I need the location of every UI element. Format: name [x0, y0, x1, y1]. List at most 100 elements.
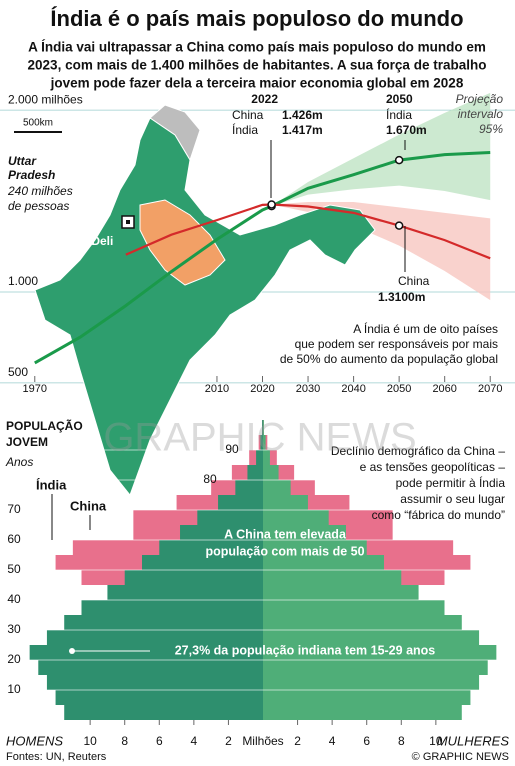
map: 500km Uttar Pradesh 240 milhões de pesso… [7, 104, 376, 497]
pyramid-title: JOVEM [6, 435, 48, 449]
bar-women [263, 675, 480, 690]
annotation: A Índia é um de oito países [353, 321, 498, 336]
x-tick-label: 1970 [23, 383, 47, 395]
bar-men [235, 480, 263, 495]
annotation: 27,3% da população indiana tem 15-29 ano… [175, 643, 436, 657]
bar-women [263, 510, 329, 525]
x-tick-label: 2020 [250, 383, 274, 395]
bar-women [263, 435, 266, 450]
subtitle: 2023, com mais de 1.400 milhões de habit… [28, 58, 487, 73]
bar-men [38, 660, 264, 675]
bar-women [263, 525, 346, 540]
bar-women [263, 450, 270, 465]
annotation: 2050 [386, 92, 413, 106]
annotation: de 50% do aumento da população global [280, 352, 498, 366]
india-map [34, 117, 376, 497]
bar-men [55, 690, 264, 705]
bar-men [159, 540, 263, 555]
annotation: e as tensões geopolíticas – [360, 460, 506, 474]
pyramid-title: POPULAÇÃO [6, 418, 83, 433]
bar-women [263, 585, 419, 600]
x-tick-label: 6 [156, 734, 163, 748]
annotation: como “fábrica do mundo” [372, 508, 505, 522]
projection-band [271, 92, 491, 207]
scale-label: 500km [23, 118, 53, 129]
annotation: 95% [479, 122, 503, 136]
x-tick-label: 4 [329, 734, 336, 748]
x-tick-label: 6 [363, 734, 370, 748]
annotation: China [398, 274, 430, 288]
right-label: MULHERES [437, 733, 510, 748]
x-tick-label: 8 [121, 734, 128, 748]
bar-men [256, 450, 263, 465]
y-tick-label: 50 [7, 562, 21, 576]
bar-men [81, 600, 263, 615]
bar-women [263, 555, 384, 570]
x-tick-label: 10 [83, 734, 97, 748]
y-tick-label: 70 [7, 502, 21, 516]
bar-men [46, 675, 263, 690]
x-tick-label: 2060 [432, 383, 456, 395]
bar-men [247, 465, 263, 480]
annotation: que podem ser responsáveis por mais [295, 337, 498, 351]
bar-men [46, 630, 263, 645]
bar-women [263, 600, 445, 615]
annotation: Índia [232, 122, 258, 137]
x-tick-label: 4 [191, 734, 198, 748]
bar-men [262, 420, 263, 435]
legend-label: Índia [36, 477, 67, 492]
source: Fontes: UN, Reuters [6, 751, 107, 763]
series-line [34, 150, 491, 365]
annotation: pode permitir à Índia [396, 475, 506, 490]
subtitle: A Índia vai ultrapassar a China como paí… [28, 40, 486, 55]
point [394, 221, 404, 230]
annotation: China [232, 108, 264, 122]
left-label: HOMENS [6, 733, 63, 748]
x-tick-label: 2030 [296, 383, 320, 395]
annotation: 1.426m [282, 108, 323, 122]
bar-men [218, 495, 263, 510]
annotation: Projeção [456, 92, 504, 106]
x-tick-label: 2 [294, 734, 301, 748]
y-tick-label: 30 [7, 622, 21, 636]
annotation: A China tem elevada [224, 527, 347, 541]
y-tick-label: 2.000 milhões [8, 92, 83, 106]
bar-men [64, 615, 263, 630]
bar-women [263, 705, 462, 720]
annotation: 1.670m [386, 123, 427, 137]
legend-label: China [70, 498, 107, 513]
title: Índia é o país mais populoso do mundo [50, 6, 463, 31]
credit: © GRAPHIC NEWS [412, 751, 509, 763]
region-note: 240 milhões [7, 184, 73, 198]
x-tick-label: 10 [429, 734, 443, 748]
capital-label: NovaDeli [62, 234, 113, 248]
x-tick-label: 2010 [205, 383, 229, 395]
subtitle: jovem pode fazer dela a terceira maior e… [50, 76, 464, 91]
region-note: de pessoas [8, 199, 69, 213]
bar-men [197, 510, 263, 525]
bar-men [29, 645, 264, 660]
projection-band [271, 201, 491, 301]
series-line [125, 203, 491, 260]
annotation: intervalo [458, 107, 504, 121]
bar-men [107, 585, 263, 600]
bar-women [263, 645, 497, 660]
bar-women [263, 465, 279, 480]
bar-men [124, 570, 263, 585]
bar-women [263, 660, 488, 675]
y-tick-label: 20 [7, 652, 21, 666]
bar-women [263, 420, 264, 435]
point [267, 200, 276, 209]
y-tick-label: 1.000 [8, 274, 38, 288]
bar-men [260, 435, 263, 450]
annotation: Índia [386, 107, 412, 122]
annotation: 1.3100m [378, 290, 425, 304]
y-axis-label: Anos [5, 455, 33, 469]
capital-marker [126, 220, 130, 224]
x-tick-label: 2040 [341, 383, 365, 395]
y-tick-label: 40 [7, 592, 21, 606]
y-tick-label: 80 [203, 472, 217, 486]
x-tick-label: 2 [225, 734, 232, 748]
bar-women [263, 690, 471, 705]
point [394, 155, 404, 165]
